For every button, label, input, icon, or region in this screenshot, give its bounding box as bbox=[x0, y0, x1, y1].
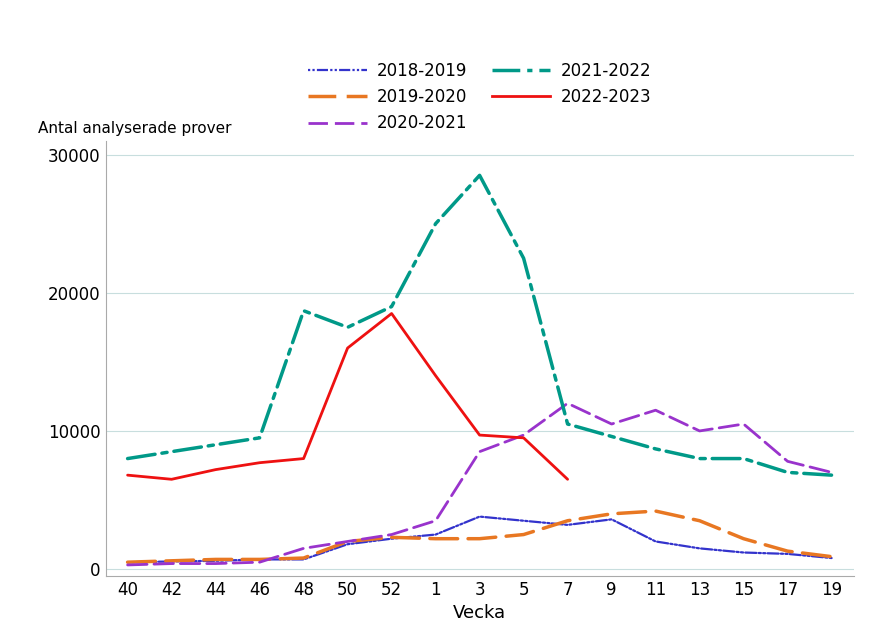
Legend: 2018-2019, 2019-2020, 2020-2021, 2021-2022, 2022-2023, : 2018-2019, 2019-2020, 2020-2021, 2021-20… bbox=[308, 62, 651, 132]
Text: Antal analyserade prover: Antal analyserade prover bbox=[39, 122, 231, 136]
X-axis label: Vecka: Vecka bbox=[453, 604, 506, 623]
